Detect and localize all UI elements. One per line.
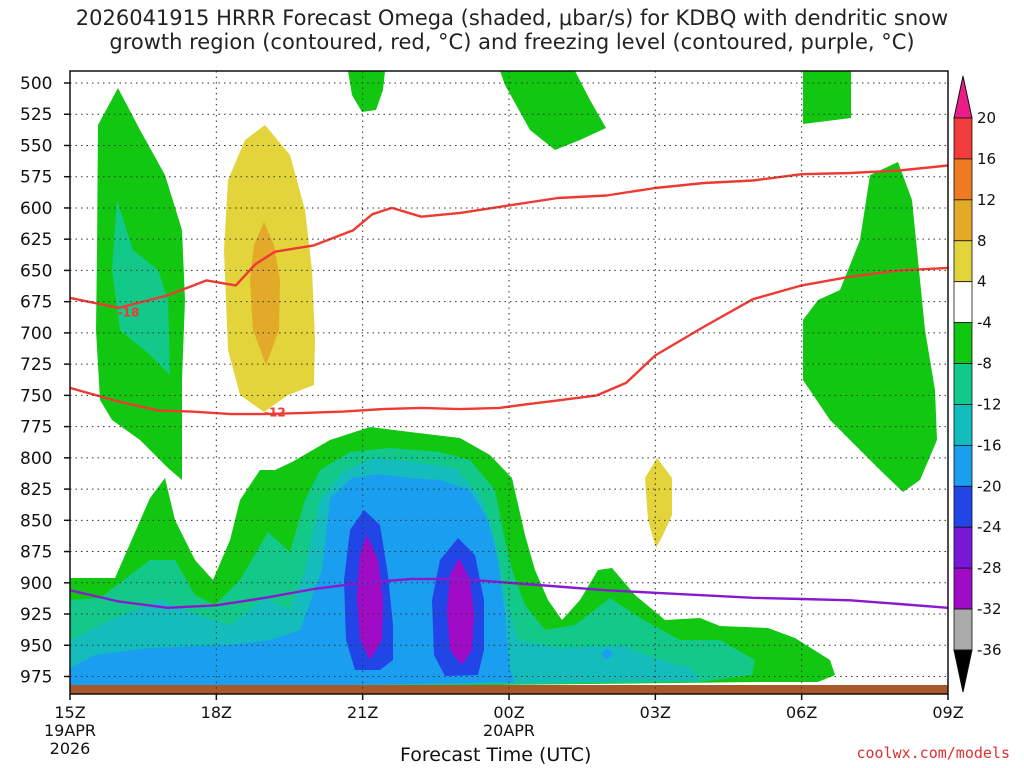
colorbar-label: 16 — [977, 150, 996, 168]
colorbar-bin — [953, 281, 973, 324]
y-axis: 500 525 550 575 600 625 650 675 700 725 750 775 800 8… — [20, 74, 70, 688]
colorbar-label: -8 — [977, 355, 992, 373]
contour-label-minus-12: -12 — [264, 406, 286, 420]
y-tick-label: 625 — [20, 230, 52, 250]
omega-region-upper-green-3 — [803, 71, 851, 124]
omega-region-small-blue — [602, 649, 612, 659]
x-tick-year: 2026 — [50, 739, 91, 758]
contour-label-minus-18: -18 — [118, 306, 140, 320]
colorbar-label: 4 — [977, 273, 987, 291]
y-tick-label: 900 — [20, 574, 52, 594]
colorbar-bin — [953, 363, 973, 405]
colorbar-label: -36 — [977, 641, 1002, 659]
omega-region-upper-green-1 — [348, 71, 385, 112]
ground-strip — [70, 685, 948, 694]
y-tick-label: 800 — [20, 449, 52, 469]
y-tick-label: 875 — [20, 543, 52, 563]
omega-region-core2-purple — [447, 558, 474, 665]
y-tick-label: 975 — [20, 668, 52, 688]
x-axis-title: Forecast Time (UTC) — [400, 744, 592, 766]
y-tick-label: 825 — [20, 480, 52, 500]
colorbar-bin — [953, 608, 973, 651]
chart-title-line-2: growth region (contoured, red, °C) and f… — [109, 30, 915, 54]
colorbar-bin — [953, 240, 973, 283]
x-tick-label: 21Z — [347, 703, 378, 722]
y-tick-label: 775 — [20, 418, 52, 438]
y-tick-label: 500 — [20, 74, 52, 94]
omega-region-east-column-green — [803, 162, 937, 492]
colorbar-label: 12 — [977, 191, 996, 209]
omega-region-core1-purple — [357, 535, 383, 660]
y-tick-label: 675 — [20, 293, 52, 313]
colorbar: 20 16 12 8 4 -4 -8 -12 -16 -20 -24 -28 -32 -36 — [953, 75, 1002, 693]
colorbar-bin — [953, 158, 973, 201]
x-tick-label: 06Z — [786, 703, 817, 722]
gridlines — [69, 71, 949, 694]
colorbar-bin — [953, 117, 973, 160]
colorbar-label: -24 — [977, 518, 1002, 536]
omega-region-upper-green-2 — [500, 71, 606, 150]
y-tick-label: 600 — [20, 199, 52, 219]
x-tick-label: 15Z — [54, 703, 85, 722]
y-tick-label: 650 — [20, 261, 52, 281]
omega-region-sinking-orange — [250, 222, 280, 365]
y-tick-label: 850 — [20, 511, 52, 531]
colorbar-bin — [953, 199, 973, 242]
y-tick-label: 550 — [20, 136, 52, 156]
x-tick-date: 20APR — [483, 721, 535, 740]
colorbar-label: -16 — [977, 436, 1002, 454]
omega-region-small-yellow — [645, 458, 672, 548]
chart-title-line-1: 2026041915 HRRR Forecast Omega (shaded, … — [75, 6, 949, 30]
y-tick-label: 925 — [20, 605, 52, 625]
contour-line-12 — [70, 266, 948, 416]
y-tick-label: 700 — [20, 324, 52, 344]
colorbar-bin — [953, 322, 973, 364]
y-tick-label: 950 — [20, 636, 52, 656]
colorbar-bin — [953, 444, 973, 487]
colorbar-bin — [953, 526, 973, 569]
x-tick-label: 09Z — [932, 703, 963, 722]
colorbar-label: -12 — [977, 395, 1002, 413]
colorbar-label: -32 — [977, 600, 1002, 618]
colorbar-label: -28 — [977, 559, 1002, 577]
x-tick-date: 19APR — [44, 721, 96, 740]
colorbar-label: 8 — [977, 232, 987, 250]
x-tick-label: 18Z — [201, 703, 232, 722]
y-tick-label: 725 — [20, 355, 52, 375]
omega-region-west-column-teal — [112, 200, 170, 375]
colorbar-label: -4 — [977, 314, 992, 332]
y-tick-label: 575 — [20, 168, 52, 188]
colorbar-label: 20 — [977, 109, 996, 127]
y-tick-label: 525 — [20, 105, 52, 125]
colorbar-label: -20 — [977, 477, 1002, 495]
contour-labels: -18 -12 — [118, 306, 286, 420]
credit-link[interactable]: coolwx.com/models — [856, 744, 1010, 762]
colorbar-bin — [953, 485, 973, 528]
y-tick-label: 750 — [20, 386, 52, 406]
colorbar-bin — [953, 567, 973, 610]
omega-region-lower-blue-16 — [70, 474, 515, 690]
colorbar-bottom-arrow — [953, 649, 973, 693]
omega-shading — [70, 71, 948, 694]
colorbar-top-arrow — [953, 75, 973, 119]
contour-line-18 — [70, 164, 948, 310]
x-tick-label: 00Z — [493, 703, 524, 722]
colorbar-bin — [953, 404, 973, 446]
x-tick-label: 03Z — [640, 703, 671, 722]
